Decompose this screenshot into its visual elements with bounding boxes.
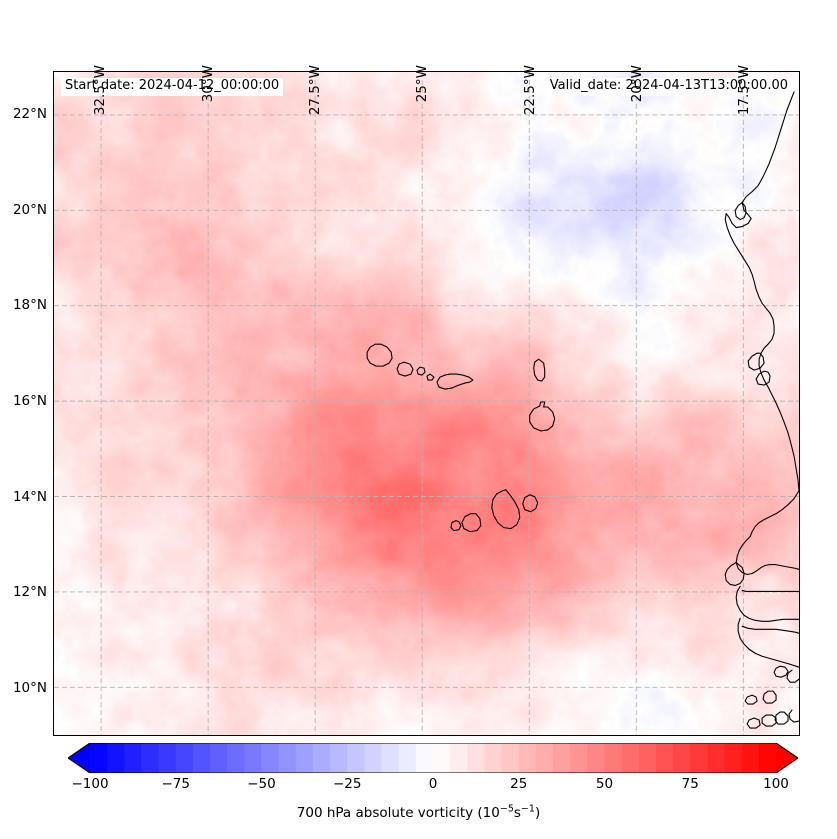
colorbar-band-36 xyxy=(707,743,726,773)
colorbar-label-exponent-1: −5 xyxy=(499,803,514,815)
x-tick-label-5: 20°W xyxy=(628,65,645,103)
colorbar-band-11 xyxy=(278,743,297,773)
colorbar-band-13 xyxy=(312,743,331,773)
colorbar-band-18 xyxy=(398,743,417,773)
colorbar-band-27 xyxy=(553,743,571,773)
colorbar-band-17 xyxy=(381,743,400,773)
colorbar-band-10 xyxy=(261,743,280,773)
x-tick-label-6: 17.5°W xyxy=(736,65,753,116)
colorbar-band-23 xyxy=(484,743,503,773)
colorbar-band-20 xyxy=(433,743,451,773)
colorbar-band-31 xyxy=(621,743,640,773)
colorbar-band-6 xyxy=(192,743,211,773)
colorbar-label-end: ) xyxy=(534,805,541,821)
colorbar-band-35 xyxy=(690,743,708,773)
colorbar-band-38 xyxy=(741,743,760,773)
colorbar-tick-0: −100 xyxy=(71,776,109,792)
colorbar-band-8 xyxy=(227,743,245,773)
colorbar-band-39 xyxy=(758,743,777,773)
start-date-annotation: Start date: 2024-04-12_00:00:00 xyxy=(61,78,284,96)
colorbar-gradient xyxy=(68,743,798,773)
colorbar-band-9 xyxy=(244,743,263,773)
colorbar-band-14 xyxy=(330,743,348,773)
colorbar-band-19 xyxy=(415,743,434,773)
colorbar-tick-3: −25 xyxy=(333,776,362,792)
colorbar-band-15 xyxy=(347,743,365,773)
colorbar-label-mid: s xyxy=(513,805,521,821)
colorbar-tick-1: −75 xyxy=(161,776,191,792)
x-tick-label-2: 27.5°W xyxy=(306,65,323,116)
x-tick-label-4: 22.5°W xyxy=(521,65,538,116)
colorbar-band-30 xyxy=(604,743,623,773)
y-tick-label-1: 20°N xyxy=(12,201,47,218)
colorbar-band-3 xyxy=(141,743,160,773)
colorbar-band-2 xyxy=(124,743,143,773)
colorbar-band-24 xyxy=(501,743,520,773)
colorbar-band-37 xyxy=(724,743,743,773)
colorbar-band-32 xyxy=(638,743,657,773)
colorbar-label-main: 700 hPa absolute vorticity (10 xyxy=(296,805,500,821)
colorbar-band-0 xyxy=(90,743,108,773)
colorbar-band-28 xyxy=(570,743,588,773)
colorbar-tick-5: 25 xyxy=(510,776,528,792)
valid-date-annotation: Valid_date: 2024-04-13T13:00:00.00 xyxy=(545,78,792,96)
colorbar-band-26 xyxy=(535,743,554,773)
colorbar-band-21 xyxy=(450,743,468,773)
colorbar-tick-6: 50 xyxy=(595,776,614,792)
y-tick-label-2: 18°N xyxy=(12,297,47,314)
colorbar-band-4 xyxy=(158,743,177,773)
y-tick-label-5: 12°N xyxy=(12,584,47,601)
y-tick-label-3: 16°N xyxy=(12,393,47,410)
x-tick-label-0: 32.5°W xyxy=(92,65,109,116)
colorbar-tick-4: 0 xyxy=(428,776,438,792)
colorbar-band-5 xyxy=(175,743,194,773)
x-tick-label-3: 25°W xyxy=(414,65,431,103)
colorbar-band-34 xyxy=(673,743,691,773)
colorbar[interactable] xyxy=(68,743,798,773)
vorticity-field xyxy=(54,72,799,735)
y-tick-label-6: 10°N xyxy=(12,680,47,697)
colorbar-extend-min xyxy=(68,743,90,773)
colorbar-band-1 xyxy=(107,743,125,773)
colorbar-label-exponent-2: −1 xyxy=(520,803,535,815)
colorbar-band-16 xyxy=(364,743,383,773)
x-tick-label-1: 30°W xyxy=(199,65,216,103)
map-axes[interactable]: Start date: 2024-04-12_00:00:00 Valid_da… xyxy=(53,71,800,736)
colorbar-band-33 xyxy=(655,743,674,773)
colorbar-band-25 xyxy=(518,743,537,773)
y-tick-label-4: 14°N xyxy=(12,488,47,505)
colorbar-band-29 xyxy=(587,743,606,773)
colorbar-band-12 xyxy=(295,743,314,773)
colorbar-tick-8: 100 xyxy=(763,776,789,792)
colorbar-axis-label: 700 hPa absolute vorticity (10−5s−1) xyxy=(0,803,837,821)
colorbar-band-7 xyxy=(210,743,228,773)
colorbar-tick-7: 75 xyxy=(681,776,699,792)
colorbar-band-22 xyxy=(467,743,486,773)
colorbar-tick-2: −50 xyxy=(247,776,276,792)
y-tick-label-0: 22°N xyxy=(12,106,47,123)
colorbar-extend-max xyxy=(776,743,798,773)
